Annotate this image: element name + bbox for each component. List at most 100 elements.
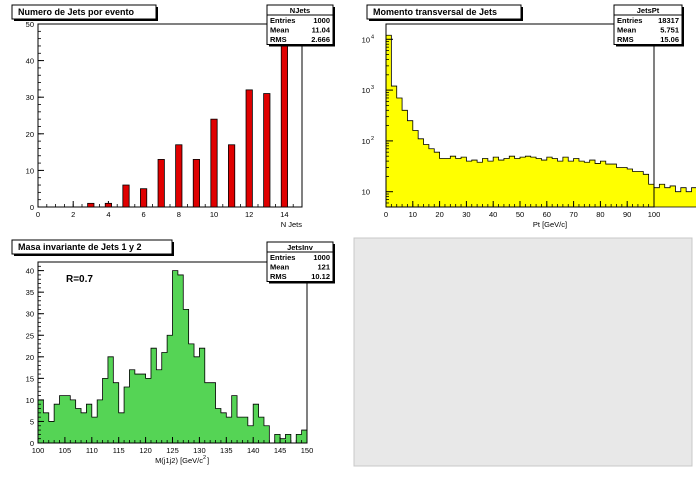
- x-tick-label-pt: 40: [489, 210, 497, 219]
- x-axis-label-pt: Pt [GeV/c]: [533, 220, 567, 229]
- y-tick-label-pt: 10: [362, 188, 370, 197]
- x-tick-label-inv: 110: [86, 446, 98, 455]
- bar-njets: [122, 184, 130, 208]
- plot-frame-njets: [37, 23, 303, 208]
- y-tick-label-inv: 25: [26, 331, 34, 340]
- stats-inv-box: [266, 241, 334, 282]
- bar-njets: [245, 89, 253, 208]
- bar-njets: [104, 202, 112, 208]
- stats-inv-value-entries: 1000: [313, 253, 330, 262]
- stats-njets-box: [266, 4, 334, 45]
- y-tick-label-inv: 40: [26, 267, 34, 276]
- x-axis-label-end-inv: ]: [207, 456, 209, 465]
- x-tick-label-njets: 0: [36, 210, 40, 219]
- x-tick-label-pt: 50: [516, 210, 524, 219]
- bar-njets: [157, 159, 165, 208]
- bar-njets: [87, 202, 95, 208]
- stats-pt-label-rms: RMS: [617, 35, 634, 44]
- x-tick-label-njets: 6: [142, 210, 146, 219]
- stats-inv-value-rms: 10.12: [311, 272, 330, 281]
- stats-njets-title: NJets: [290, 6, 310, 15]
- x-tick-label-njets: 12: [245, 210, 253, 219]
- stats-inv-title: JetsInv: [287, 243, 314, 252]
- x-tick-label-inv: 125: [166, 446, 179, 455]
- stats-pt-value-mean: 5.751: [660, 26, 679, 35]
- bar-njets: [228, 144, 236, 208]
- stats-pt-value-rms: 15.06: [660, 35, 679, 44]
- x-tick-label-pt: 20: [435, 210, 443, 219]
- pad-inv: 0 5 10 15 20 25 30 35 40 100 105 110 115 120 125 130 135…: [11, 239, 335, 465]
- y-tick-label-njets: 50: [26, 20, 34, 29]
- stats-njets-label-rms: RMS: [270, 35, 287, 44]
- y-tick-exp-pt: 2: [371, 136, 374, 142]
- y-tick-label-njets: 30: [26, 93, 34, 102]
- histogram-pt: [385, 34, 696, 208]
- chart-title-njets: Numero de Jets por evento: [18, 7, 135, 17]
- chart-title-inv-box: [11, 239, 173, 255]
- x-tick-label-pt: 60: [543, 210, 551, 219]
- chart-title-pt-box: [366, 4, 522, 20]
- y-tick-label-pt: 10: [362, 86, 370, 95]
- stats-njets-label-mean: Mean: [270, 26, 290, 35]
- chart-title-pt: Momento transversal de Jets: [373, 7, 497, 17]
- x-tick-label-njets: 2: [71, 210, 75, 219]
- x-tick-label-inv: 120: [139, 446, 152, 455]
- bar-njets: [175, 144, 183, 208]
- y-tick-label-inv: 35: [26, 288, 34, 297]
- bar-njets: [210, 118, 218, 208]
- x-tick-label-inv: 135: [220, 446, 233, 455]
- x-tick-label-njets: 8: [177, 210, 181, 219]
- chart-title-inv: Masa invariante de Jets 1 y 2: [18, 242, 142, 252]
- stats-pt-label-mean: Mean: [617, 26, 637, 35]
- y-tick-label-njets: 40: [26, 57, 34, 66]
- y-tick-label-njets: 20: [26, 130, 34, 139]
- x-axis-label-njets: N Jets: [281, 220, 303, 229]
- pad-njets: 0 10 20 30 40 50 0 2 4 6 8 10 12 14N Jets Numero de Je…: [11, 4, 335, 229]
- x-tick-label-pt: 30: [462, 210, 470, 219]
- stats-inv-label-mean: Mean: [270, 263, 290, 272]
- x-tick-label-pt: 0: [384, 210, 388, 219]
- y-tick-label-inv: 5: [30, 417, 34, 426]
- bar-njets: [263, 93, 271, 208]
- x-tick-label-pt: 10: [409, 210, 417, 219]
- x-axis-label-inv: M(j1j2) [GeV/c: [155, 456, 203, 465]
- x-tick-label-inv: 140: [247, 446, 260, 455]
- bar-njets: [192, 159, 200, 208]
- histogram-inv: [37, 270, 308, 444]
- chart-title-njets-box: [11, 4, 157, 20]
- y-tick-label-pt: 10: [362, 35, 370, 44]
- y-tick-label-njets: 10: [26, 166, 34, 175]
- x-axis-label-sup-inv: 2: [203, 455, 206, 461]
- y-tick-label-pt: 10: [362, 137, 370, 146]
- y-tick-label-inv: 20: [26, 353, 34, 362]
- x-tick-label-pt: 70: [569, 210, 577, 219]
- stats-pt-title: JetsPt: [637, 6, 660, 15]
- x-tick-label-njets: 14: [280, 210, 288, 219]
- y-tick-label-inv: 0: [30, 439, 34, 448]
- x-tick-label-inv: 150: [301, 446, 314, 455]
- stats-pt-label-entries: Entries: [617, 16, 642, 25]
- stats-pt-box: [613, 4, 683, 45]
- empty-pad: [353, 237, 693, 467]
- stats-inv-value-mean: 121: [317, 263, 330, 272]
- stats-pt-value-entries: 18317: [658, 16, 679, 25]
- x-tick-label-pt: 90: [623, 210, 631, 219]
- stats-njets-value-mean: 11.04: [312, 26, 331, 35]
- y-tick-label-inv: 10: [26, 396, 34, 405]
- bar-njets: [140, 188, 148, 208]
- y-tick-label-njets: 0: [30, 203, 34, 212]
- stats-inv-label-entries: Entries: [270, 253, 295, 262]
- stats-njets-label-entries: Entries: [270, 16, 295, 25]
- x-tick-label-inv: 145: [274, 446, 287, 455]
- x-tick-label-inv: 100: [32, 446, 45, 455]
- y-tick-exp-pt: 4: [371, 34, 374, 40]
- x-tick-label-njets: 10: [210, 210, 218, 219]
- y-tick-label-inv: 15: [26, 374, 34, 383]
- x-tick-label-pt: 100: [648, 210, 661, 219]
- bar-njets: [280, 30, 288, 208]
- y-tick-exp-pt: 3: [371, 85, 374, 91]
- x-tick-label-njets: 4: [106, 210, 110, 219]
